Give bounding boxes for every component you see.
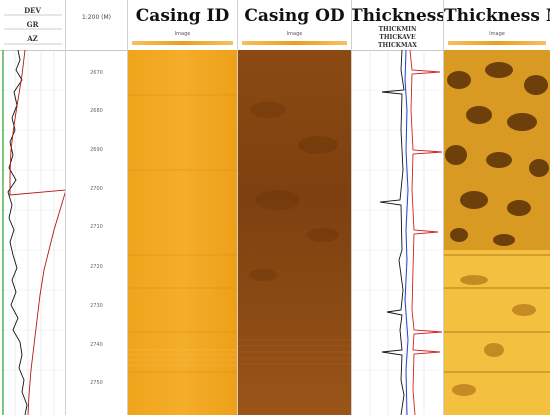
thickave-curve bbox=[404, 50, 409, 415]
thickmax-label: THICKMAX bbox=[378, 42, 417, 49]
casing-id-image bbox=[128, 50, 237, 415]
thickness-map-header: Thickness Map Image bbox=[444, 0, 550, 51]
depth-label: 2710 bbox=[90, 224, 103, 230]
casing-od-title: Casing OD bbox=[244, 6, 345, 26]
casing-od-scale-label: Image bbox=[286, 31, 303, 37]
thickness-map-image bbox=[444, 50, 550, 415]
curve-scale-lines bbox=[4, 14, 62, 45]
depth-track-header: 1:200 (M) bbox=[66, 0, 127, 51]
curve-track-header: DEV GR AZ bbox=[0, 0, 65, 51]
casing-id-track: Casing ID Image bbox=[128, 0, 238, 415]
depth-label: 2720 bbox=[90, 264, 103, 270]
thickmin-label: THICKMIN bbox=[378, 26, 417, 33]
depth-label: 2750 bbox=[90, 380, 103, 386]
curve-track: DEV GR AZ bbox=[0, 0, 66, 415]
depth-track: 1:200 (M) 2670 2680 2690 2700 2710 2720 … bbox=[66, 0, 128, 415]
curve-plot bbox=[0, 50, 65, 415]
thickness-map-scale-label: Image bbox=[489, 31, 505, 37]
casing-od-track: Casing OD Image bbox=[238, 0, 352, 415]
depth-track-body: 2670 2680 2690 2700 2710 2720 2730 2740 … bbox=[66, 50, 127, 415]
thickness-header: Thickness THICKMIN THICKAVE THICKMAX bbox=[352, 0, 443, 51]
curve-label-az: AZ bbox=[27, 34, 38, 43]
thickness-map-color-scale bbox=[448, 41, 546, 45]
thickness-map-title: Thickness Map bbox=[444, 6, 550, 26]
az-curve bbox=[9, 50, 65, 415]
depth-label: 2730 bbox=[90, 303, 103, 309]
curve-label-gr: GR bbox=[26, 20, 39, 29]
thickmax-curve bbox=[409, 50, 443, 415]
thickness-map-track: Thickness Map Image bbox=[444, 0, 550, 415]
thickness-title: Thickness bbox=[352, 6, 444, 26]
casing-od-image bbox=[238, 50, 351, 415]
depth-label: 2700 bbox=[90, 186, 103, 192]
depth-label: 2740 bbox=[90, 342, 103, 348]
casing-od-header: Casing OD Image bbox=[238, 0, 351, 51]
thickness-track: Thickness THICKMIN THICKAVE THICKMAX bbox=[352, 0, 444, 415]
casing-od-color-scale bbox=[242, 41, 347, 45]
thickmin-curve bbox=[379, 50, 405, 415]
thickave-label: THICKAVE bbox=[379, 34, 416, 41]
depth-label: 2670 bbox=[90, 70, 103, 76]
casing-id-title: Casing ID bbox=[135, 6, 230, 26]
casing-id-scale-label: Image bbox=[174, 31, 191, 37]
depth-units: 1:200 (M) bbox=[81, 14, 112, 21]
casing-id-header: Casing ID Image bbox=[128, 0, 237, 51]
casing-id-color-scale bbox=[132, 41, 233, 45]
depth-label: 2680 bbox=[90, 108, 103, 114]
thickness-plot bbox=[352, 50, 443, 415]
curve-label-dev: DEV bbox=[24, 6, 41, 15]
depth-label: 2690 bbox=[90, 147, 103, 153]
curve-track-body bbox=[0, 50, 65, 415]
